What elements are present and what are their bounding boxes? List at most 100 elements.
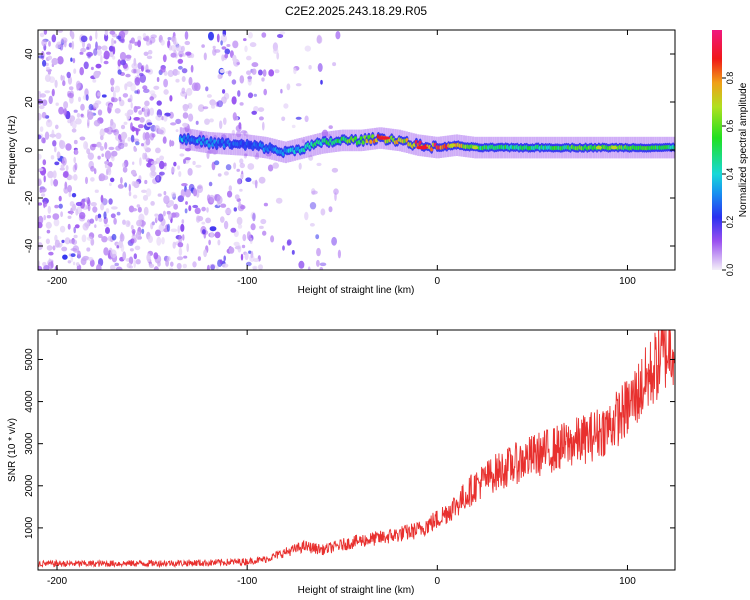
noise-point: [246, 70, 252, 75]
noise-point: [58, 106, 64, 115]
noise-point: [217, 239, 221, 246]
noise-point: [117, 184, 124, 189]
noise-point: [54, 239, 61, 248]
noise-point: [38, 168, 44, 172]
noise-point: [52, 140, 57, 147]
noise-point: [65, 165, 69, 171]
noise-point: [67, 223, 71, 230]
noise-point: [247, 75, 252, 83]
noise-point: [291, 250, 295, 255]
noise-point: [114, 85, 121, 93]
noise-point: [202, 229, 206, 235]
noise-point: [295, 83, 302, 87]
noise-point: [242, 234, 247, 242]
noise-point: [85, 176, 88, 185]
noise-point: [163, 191, 167, 196]
noise-point: [160, 66, 166, 73]
noise-point: [259, 225, 264, 229]
noise-point: [247, 32, 253, 39]
noise-point: [201, 206, 206, 212]
noise-point: [291, 124, 296, 129]
noise-point: [127, 137, 131, 142]
noise-point: [109, 104, 113, 109]
noise-point: [105, 208, 110, 214]
noise-scatter: [38, 30, 341, 270]
noise-point: [147, 235, 153, 243]
noise-point: [170, 228, 178, 233]
noise-point: [231, 79, 237, 85]
noise-point: [51, 57, 59, 66]
noise-point: [44, 131, 50, 140]
noise-point: [116, 245, 120, 249]
y-tick-label: 40: [24, 48, 35, 60]
noise-point: [62, 171, 69, 178]
noise-point: [72, 245, 80, 253]
noise-point: [136, 204, 141, 208]
noise-point: [253, 93, 257, 97]
noise-point: [125, 220, 131, 228]
noise-point: [141, 189, 147, 193]
noise-point: [167, 200, 174, 207]
noise-point: [44, 90, 51, 94]
noise-point: [133, 117, 141, 121]
noise-point: [124, 83, 128, 91]
noise-point: [181, 76, 186, 82]
noise-point: [216, 265, 219, 270]
noise-point: [131, 62, 138, 70]
noise-point: [117, 69, 122, 75]
noise-point: [120, 177, 123, 184]
noise-point: [70, 253, 76, 257]
noise-point: [258, 69, 263, 76]
noise-point: [156, 174, 160, 182]
noise-point: [179, 153, 185, 157]
noise-point: [210, 264, 215, 270]
colorbar-tick-label: 0.4: [725, 168, 735, 181]
noise-point: [79, 136, 86, 141]
noise-point: [133, 253, 137, 260]
noise-point: [227, 70, 232, 77]
noise-point: [192, 204, 199, 209]
noise-point: [232, 40, 239, 49]
noise-point: [106, 126, 113, 135]
noise-point: [161, 237, 165, 245]
noise-point: [67, 260, 72, 264]
noise-point: [143, 51, 149, 56]
colorbar: 0.0 0.2 0.4 0.6 0.8 Normalized spectral ampl…: [712, 30, 749, 276]
noise-point: [70, 255, 74, 263]
noise-point: [163, 195, 170, 205]
noise-point: [47, 55, 53, 60]
noise-point: [332, 62, 337, 67]
noise-point: [104, 150, 112, 160]
noise-point: [83, 61, 89, 70]
noise-point: [206, 94, 212, 98]
noise-point: [172, 241, 176, 249]
noise-point: [181, 183, 188, 187]
noise-point: [201, 221, 206, 225]
noise-point: [182, 234, 185, 241]
noise-point: [142, 32, 147, 39]
noise-point: [317, 63, 323, 72]
noise-point: [50, 155, 55, 160]
noise-point: [115, 266, 123, 270]
noise-point: [197, 104, 205, 112]
noise-point: [219, 68, 225, 74]
noise-point: [73, 174, 78, 181]
track-hotspot: [472, 145, 479, 150]
noise-point: [43, 30, 48, 35]
noise-point: [149, 96, 154, 101]
y-tick-label: 2000: [24, 474, 35, 497]
noise-point: [132, 161, 135, 165]
noise-point: [119, 51, 127, 61]
noise-point: [176, 262, 182, 270]
noise-point: [55, 43, 61, 49]
snr-y-axis-label: SNR (10 * v/v): [7, 418, 18, 482]
y-tick-label: -20: [24, 190, 35, 205]
noise-point: [261, 77, 265, 82]
track-point: [369, 139, 373, 144]
noise-point: [90, 66, 94, 71]
colorbar-tick-label: 0.6: [725, 120, 735, 133]
noise-point: [185, 201, 188, 205]
noise-point: [109, 182, 112, 187]
noise-point: [177, 70, 180, 75]
